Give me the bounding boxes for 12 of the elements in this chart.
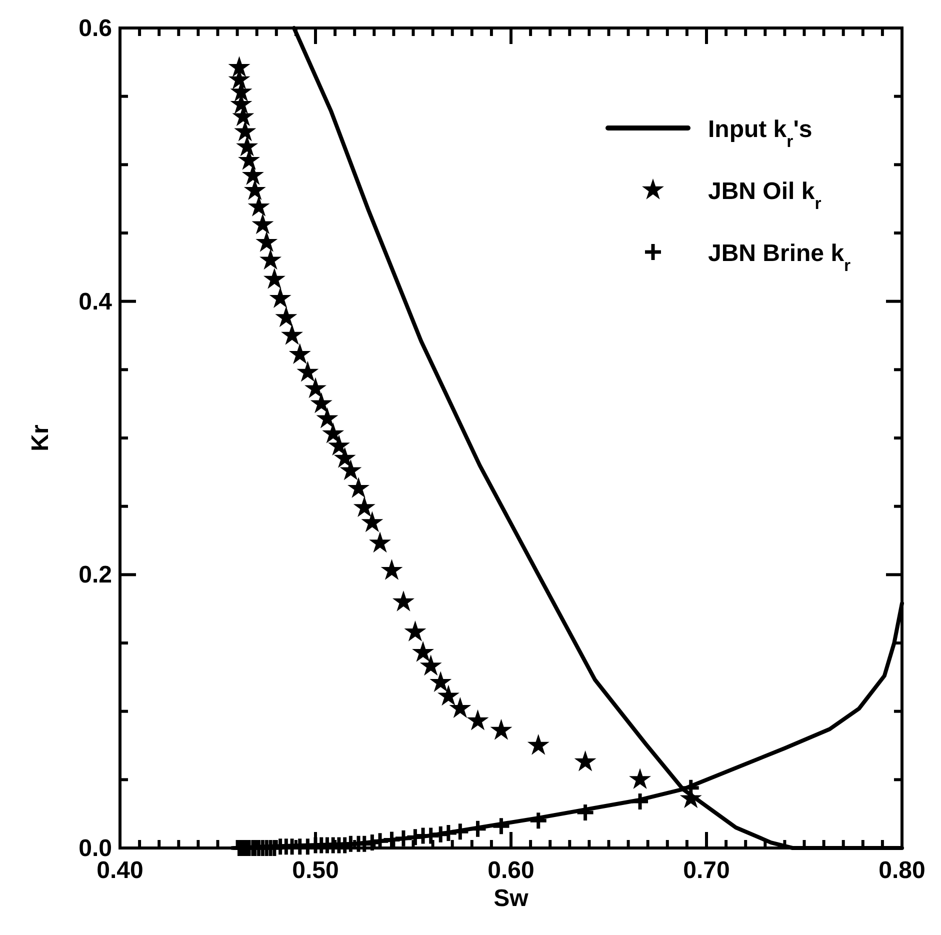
x-tick-label: 0.60	[488, 857, 534, 884]
y-tick-label: 0.4	[78, 288, 113, 316]
legend-label: JBN Oil k$_{r}$	[708, 178, 822, 212]
x-tick-label: 0.70	[683, 857, 730, 884]
y-axis-title: Kr	[27, 424, 54, 452]
legend-label: JBN Brine k$_{r}$	[708, 240, 852, 274]
legend-label: Input k$_{r}$'s	[708, 116, 812, 150]
x-axis-title: Sw	[494, 885, 529, 912]
x-tick-label: 0.50	[292, 857, 339, 884]
x-tick-label: 0.80	[878, 857, 926, 884]
y-tick-label: 0.6	[78, 15, 112, 42]
y-tick-label: 0.2	[78, 562, 112, 589]
